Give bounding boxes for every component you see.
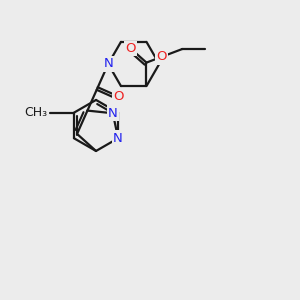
Text: O: O — [156, 50, 166, 64]
Text: N: N — [113, 132, 123, 145]
Text: O: O — [113, 90, 124, 103]
Text: O: O — [125, 42, 136, 55]
Text: CH₃: CH₃ — [25, 106, 48, 119]
Text: N: N — [108, 107, 118, 120]
Text: N: N — [103, 58, 113, 70]
